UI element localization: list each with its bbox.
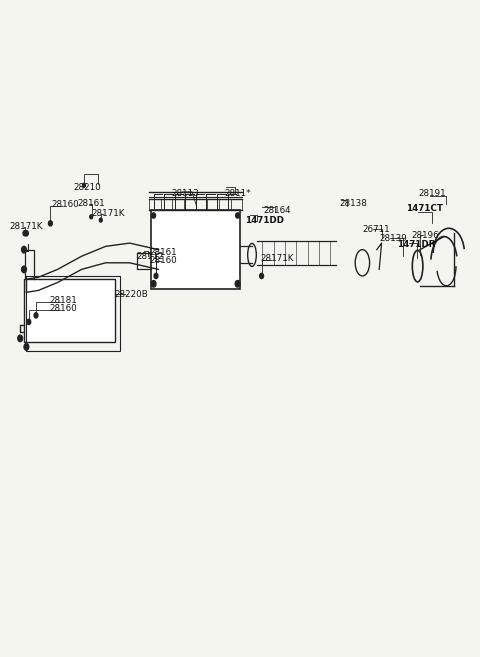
Circle shape — [48, 221, 52, 226]
Text: 28112: 28112 — [136, 252, 164, 261]
Text: 28138: 28138 — [340, 199, 368, 208]
Text: 1471CT: 1471CT — [406, 204, 443, 214]
Circle shape — [18, 335, 23, 342]
Circle shape — [24, 231, 28, 236]
Text: 28113: 28113 — [172, 189, 200, 198]
Text: 28196: 28196 — [412, 231, 440, 240]
Circle shape — [22, 266, 26, 273]
Text: 1471DD: 1471DD — [245, 216, 284, 225]
FancyBboxPatch shape — [151, 210, 240, 289]
Text: 28171K: 28171K — [91, 209, 125, 218]
Circle shape — [27, 319, 31, 325]
Text: 26711: 26711 — [363, 225, 391, 235]
Text: 28161: 28161 — [150, 248, 178, 258]
Circle shape — [151, 281, 156, 287]
Circle shape — [152, 213, 156, 218]
Text: 2811*: 2811* — [225, 189, 251, 198]
Text: 28139: 28139 — [379, 234, 407, 243]
Circle shape — [154, 273, 158, 279]
Text: 28161: 28161 — [78, 199, 106, 208]
Circle shape — [99, 218, 102, 222]
Text: 28160: 28160 — [52, 200, 80, 210]
Circle shape — [23, 231, 27, 236]
Text: 28160: 28160 — [150, 256, 178, 265]
Circle shape — [90, 215, 93, 219]
Text: 28171K: 28171K — [261, 254, 294, 263]
Circle shape — [22, 246, 26, 253]
Circle shape — [24, 344, 29, 350]
Circle shape — [34, 313, 38, 318]
Text: 28171K: 28171K — [10, 222, 43, 231]
Circle shape — [83, 183, 85, 187]
Text: 28160: 28160 — [49, 304, 77, 313]
FancyBboxPatch shape — [24, 279, 115, 342]
Text: 28210: 28210 — [73, 183, 101, 192]
Text: 28181: 28181 — [49, 296, 77, 306]
Text: 28164: 28164 — [263, 206, 291, 215]
Circle shape — [235, 281, 240, 287]
Circle shape — [236, 213, 240, 218]
Circle shape — [260, 273, 264, 279]
Text: 1471DR: 1471DR — [397, 240, 436, 249]
Text: 28191: 28191 — [419, 189, 446, 198]
Text: 28220B: 28220B — [114, 290, 148, 299]
